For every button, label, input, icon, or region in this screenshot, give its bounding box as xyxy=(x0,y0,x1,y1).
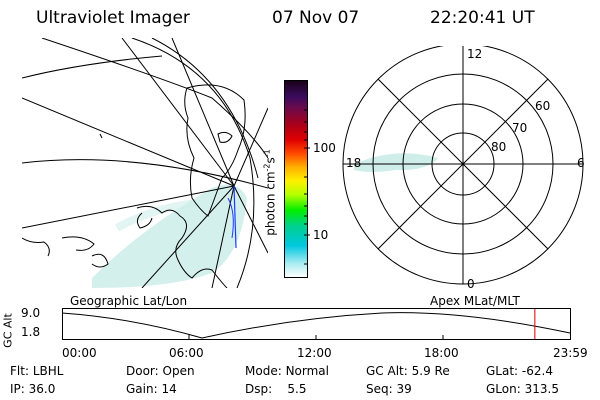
status-gc-alt: GC Alt: 5.9 Re xyxy=(366,364,450,378)
altitude-tick-9: 9.0 xyxy=(21,306,41,320)
status-door: Door: Open xyxy=(126,364,195,378)
meridian-line xyxy=(22,97,235,187)
status-ip: IP: 36.0 xyxy=(10,382,56,396)
altitude-curve xyxy=(62,312,571,339)
map-boundary xyxy=(131,38,255,288)
color-scale-bar xyxy=(284,80,308,278)
mlat-label-70: 70 xyxy=(512,121,528,135)
status-mode: Mode: Normal xyxy=(245,364,329,378)
meridian-line xyxy=(141,185,235,288)
lat-circle xyxy=(22,55,163,79)
aurora-glow xyxy=(354,153,438,172)
image-date: 07 Nov 07 xyxy=(272,8,360,28)
mlt-label-6: 6 xyxy=(577,156,585,170)
polar-mlt-plot xyxy=(342,46,584,285)
aurora-glow xyxy=(92,184,247,288)
mlt-label-0: 0 xyxy=(467,277,475,291)
colorbar-tick-100: 100 xyxy=(313,141,336,155)
apex-projection-label: Apex MLat/MLT xyxy=(430,294,520,308)
mlat-label-80: 80 xyxy=(491,140,507,154)
altitude-timeline xyxy=(62,308,571,340)
status-glat: GLat: -62.4 xyxy=(486,364,553,378)
orbit-track xyxy=(233,185,237,249)
time-tick-1800: 18:00 xyxy=(424,346,459,360)
mlt-label-12: 12 xyxy=(467,47,483,61)
mlt-diagonal xyxy=(377,78,549,250)
instrument-title: Ultraviolet Imager xyxy=(36,8,190,28)
mlt-label-18: 18 xyxy=(346,156,362,170)
meridian-line xyxy=(233,107,268,187)
meridian-line xyxy=(22,185,235,229)
altitude-tick-1.8: 1.8 xyxy=(21,325,41,339)
time-tick-2359: 23:59 xyxy=(553,346,588,360)
altitude-axis-label: GC Alt xyxy=(1,313,15,348)
status-glon: GLon: 313.5 xyxy=(486,382,559,396)
meridian-line xyxy=(121,38,235,187)
time-tick-1200: 12:00 xyxy=(297,346,332,360)
colorbar-unit-label: photon cm-2s-1 xyxy=(262,149,278,236)
greenland-coast xyxy=(184,84,246,217)
mlat-label-60: 60 xyxy=(535,99,551,113)
geographic-map xyxy=(22,38,268,288)
time-tick-0600: 06:00 xyxy=(169,346,204,360)
status-seq: Seq: 39 xyxy=(366,382,412,396)
time-tick-0000: 00:00 xyxy=(62,346,97,360)
image-time: 22:20:41 UT xyxy=(430,8,535,28)
colorbar-ticks xyxy=(304,109,310,265)
canada-coast xyxy=(136,205,228,288)
status-dsp: Dsp: 5.5 xyxy=(245,382,307,396)
status-filter: Flt: LBHL xyxy=(10,364,64,378)
meridian-line xyxy=(233,185,268,254)
lat-circle xyxy=(41,38,268,159)
status-gain: Gain: 14 xyxy=(126,382,177,396)
colorbar-tick-10: 10 xyxy=(313,228,329,242)
geographic-projection-label: Geographic Lat/Lon xyxy=(70,294,188,308)
lat-circle xyxy=(22,159,268,189)
